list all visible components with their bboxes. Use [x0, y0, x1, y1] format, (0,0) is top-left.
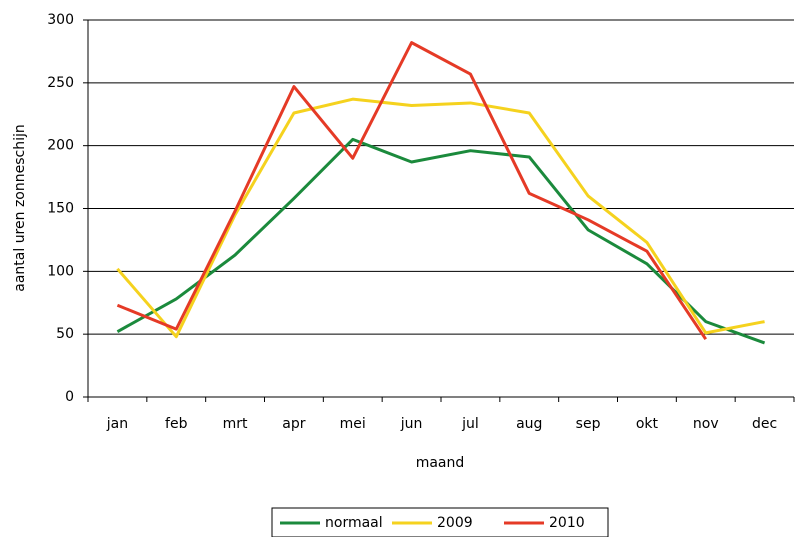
x-tick-label: nov	[693, 416, 719, 432]
x-tick-label: okt	[636, 416, 659, 432]
series-line	[116, 41, 707, 341]
x-tick-label: aug	[516, 416, 542, 432]
legend-label: 2009	[437, 515, 473, 531]
y-axis-label: aantal uren zonneschijn	[12, 124, 28, 292]
x-tick-label: jan	[106, 416, 128, 432]
series-line	[116, 97, 765, 339]
x-tick-label: feb	[165, 416, 188, 432]
x-tick-label: mrt	[223, 416, 248, 432]
x-axis-label: maand	[416, 455, 465, 471]
x-tick-label: mei	[340, 416, 366, 432]
legend-box	[271, 507, 609, 538]
y-tick-label: 300	[47, 12, 74, 28]
y-tick-label: 200	[47, 138, 74, 154]
series-line	[116, 137, 766, 345]
y-tick-label: 150	[47, 201, 74, 217]
x-tick-label: sep	[576, 416, 601, 432]
y-tick-label: 250	[47, 75, 74, 91]
legend-label: normaal	[325, 515, 383, 531]
y-tick-label: 50	[56, 326, 74, 342]
x-tick-label: dec	[752, 416, 777, 432]
legend-label: 2010	[549, 515, 585, 531]
y-tick-label: 0	[65, 389, 74, 405]
y-tick-label: 100	[47, 263, 74, 279]
x-tick-label: jul	[461, 416, 479, 432]
x-tick-label: apr	[282, 416, 305, 432]
x-tick-label: jun	[400, 416, 423, 432]
